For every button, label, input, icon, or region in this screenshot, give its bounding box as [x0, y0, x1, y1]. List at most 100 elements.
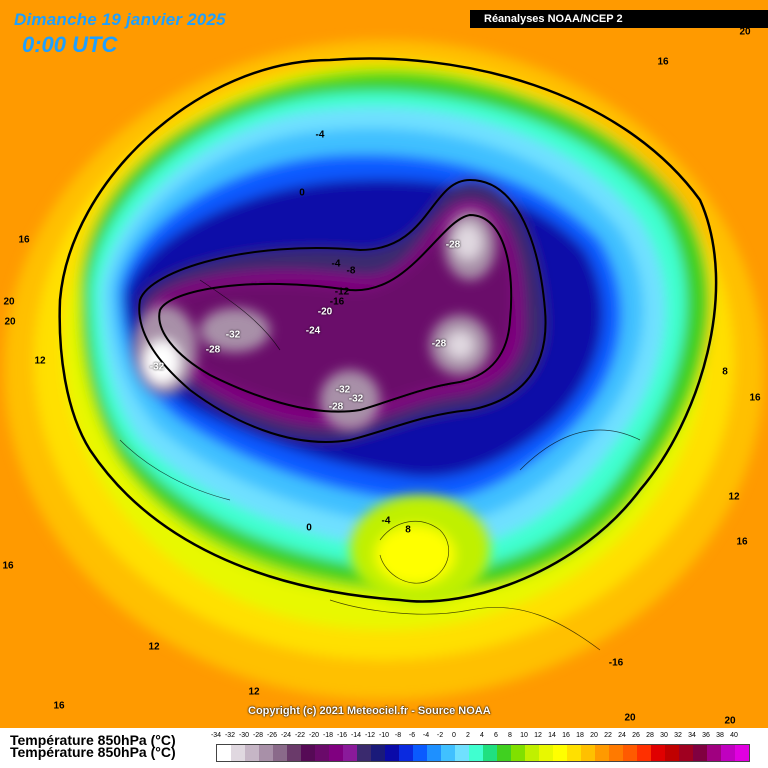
contour-value-label: 20 — [739, 26, 751, 38]
legend-tick-label: -28 — [252, 732, 264, 739]
legend-tick-label: 16 — [562, 732, 570, 739]
legend-tick-label: -20 — [308, 732, 320, 739]
legend-tick-label: 36 — [702, 732, 710, 739]
legend-tick-label: 10 — [520, 732, 528, 739]
copyright-notice: Copyright (c) 2021 Meteociel.fr - Source… — [248, 705, 491, 717]
legend-swatch — [483, 745, 497, 761]
contour-value-label: 16 — [53, 700, 65, 712]
legend-swatch — [231, 745, 245, 761]
source-label: Réanalyses NOAA/NCEP 2 — [470, 10, 768, 28]
legend-tick-label: 28 — [646, 732, 654, 739]
legend-swatch — [679, 745, 693, 761]
legend-swatch — [721, 745, 735, 761]
europe-warm-anomaly — [350, 495, 490, 605]
contour-value-label: 16 — [736, 536, 748, 548]
contour-value-label: -28 — [205, 344, 221, 356]
legend-swatch — [329, 745, 343, 761]
contour-value-label: -4 — [381, 515, 391, 527]
contour-value-label: -32 — [225, 329, 241, 341]
legend-swatch — [217, 745, 231, 761]
legend-swatch — [511, 745, 525, 761]
contour-value-label: -20 — [317, 306, 333, 318]
legend-swatch — [525, 745, 539, 761]
contour-value-label: 16 — [2, 560, 14, 572]
contour-value-label: 0 — [306, 522, 312, 534]
legend-tick-label: 14 — [548, 732, 556, 739]
legend-tick-label: -6 — [408, 732, 416, 739]
map-canvas — [0, 0, 768, 728]
legend-tick-label: -34 — [210, 732, 222, 739]
legend-swatch — [595, 745, 609, 761]
contour-value-label: 12 — [34, 355, 46, 367]
legend-swatch — [287, 745, 301, 761]
legend-swatch — [399, 745, 413, 761]
legend-tick-label: -4 — [422, 732, 430, 739]
legend-tick-label: 0 — [452, 732, 456, 739]
legend-tick-label: -26 — [266, 732, 278, 739]
zero-contour — [58, 57, 718, 603]
legend-swatch — [609, 745, 623, 761]
legend-tick-label: -14 — [350, 732, 362, 739]
contour-value-label: -8 — [346, 265, 356, 277]
legend-tick-label: 38 — [716, 732, 724, 739]
contour-value-label: -4 — [331, 258, 341, 270]
legend-swatch — [371, 745, 385, 761]
contour-value-label: -32 — [149, 361, 165, 373]
contour-value-label: -28 — [431, 338, 447, 350]
contour-value-label: 8 — [405, 524, 411, 536]
legend-swatch — [553, 745, 567, 761]
legend-swatch — [497, 745, 511, 761]
legend-swatch — [623, 745, 637, 761]
legend-swatch — [735, 745, 749, 761]
legend-tick-label: 18 — [576, 732, 584, 739]
legend-swatch — [651, 745, 665, 761]
legend-swatch — [273, 745, 287, 761]
legend-tick-label: 26 — [632, 732, 640, 739]
legend-swatch — [469, 745, 483, 761]
contour-value-label: -28 — [445, 239, 461, 251]
coastlines — [119, 279, 641, 651]
contour-value-label: 20 — [624, 712, 636, 724]
legend-tick-label: 22 — [604, 732, 612, 739]
legend-swatch — [245, 745, 259, 761]
legend-swatch — [343, 745, 357, 761]
legend-swatch — [427, 745, 441, 761]
legend-swatch — [665, 745, 679, 761]
contour-value-label: 0 — [299, 187, 305, 199]
legend-color-bar — [216, 744, 750, 762]
legend-swatch — [539, 745, 553, 761]
contour-value-label: -12 — [334, 286, 350, 298]
temperature-map — [0, 0, 768, 728]
legend-tick-label: -22 — [294, 732, 306, 739]
legend: Température 850hPa (°C) Température 850h… — [0, 728, 768, 768]
legend-tick-label: 40 — [730, 732, 738, 739]
cold-cores — [133, 210, 496, 430]
contour-value-label: -4 — [315, 129, 325, 141]
contour-value-label: -32 — [335, 384, 351, 396]
time-title: 0:00 UTC — [22, 32, 118, 57]
legend-tick-label: -8 — [394, 732, 402, 739]
legend-tick-label: 24 — [618, 732, 626, 739]
contour-value-label: -32 — [348, 393, 364, 405]
legend-tick-label: 8 — [508, 732, 512, 739]
legend-swatch — [441, 745, 455, 761]
legend-tick-label: -16 — [336, 732, 348, 739]
legend-title: Température 850hPa (°C) — [10, 732, 176, 748]
legend-tick-label: 30 — [660, 732, 668, 739]
legend-tick-label: -24 — [280, 732, 292, 739]
legend-tick-label: 20 — [590, 732, 598, 739]
contour-value-label: 16 — [657, 56, 669, 68]
legend-tick-label: 34 — [688, 732, 696, 739]
legend-swatch — [455, 745, 469, 761]
legend-tick-label: -30 — [238, 732, 250, 739]
contour-value-label: 20 — [3, 296, 15, 308]
contour-value-label: 8 — [722, 366, 728, 378]
contour-value-label: -16 — [329, 296, 345, 308]
legend-tick-label: 4 — [480, 732, 484, 739]
legend-swatch — [301, 745, 315, 761]
legend-tick-label: 32 — [674, 732, 682, 739]
legend-tick-label: 6 — [494, 732, 498, 739]
temperature-field — [4, 40, 764, 700]
legend-swatch — [357, 745, 371, 761]
date-title: Dimanche 19 janvier 2025 — [14, 10, 226, 29]
